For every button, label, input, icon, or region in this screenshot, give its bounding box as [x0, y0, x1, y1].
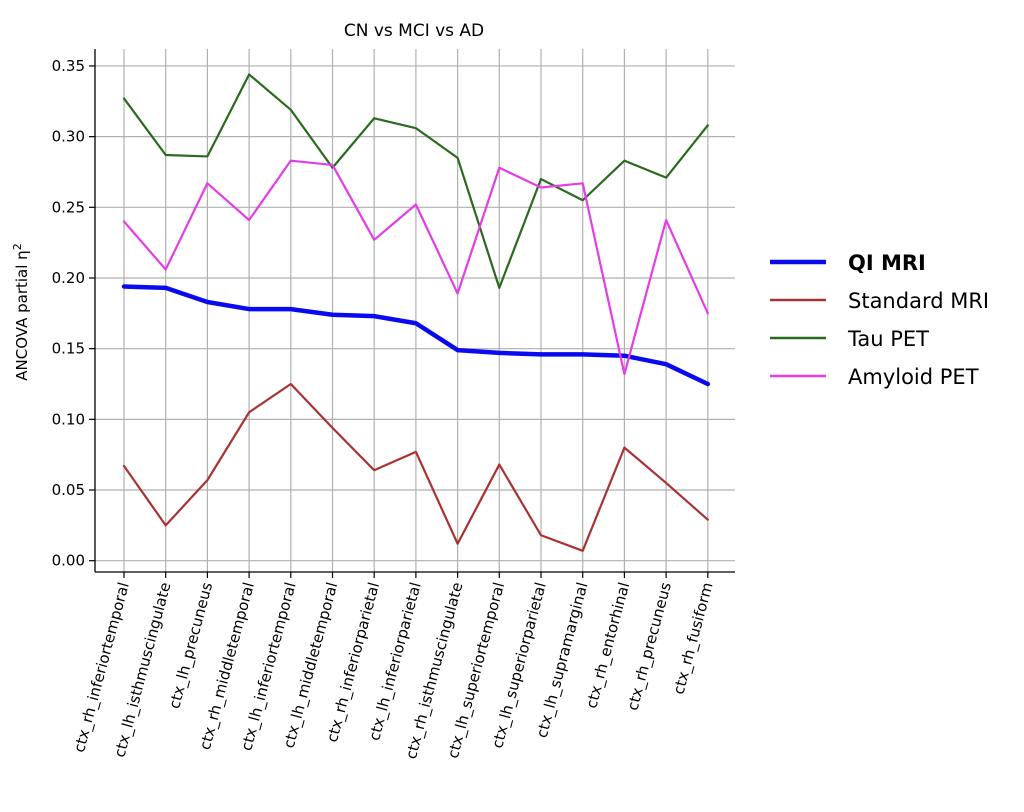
x-axis: ctx_rh_inferiortemporalctx_lh_isthmuscin… — [70, 572, 718, 761]
chart-title: CN vs MCI vs AD — [344, 21, 484, 41]
legend-label: Amyloid PET — [848, 365, 979, 389]
x-tick-label: ctx_rh_entorhinal — [582, 580, 634, 710]
y-tick-label: 0.00 — [52, 552, 85, 570]
x-tick-label: ctx_rh_precuneus — [623, 580, 676, 712]
y-axis: 0.00 0.05 0.10 0.15 0.20 0.25 0.30 0.35 — [52, 57, 95, 570]
y-axis-label: ANCOVA partial η2 — [11, 243, 31, 380]
series-group — [121, 73, 711, 552]
series-line-standard-mri — [122, 382, 709, 552]
y-tick-label: 0.30 — [52, 128, 85, 146]
series-line-qi-mri — [121, 284, 711, 387]
y-tick-label: 0.25 — [52, 198, 85, 216]
series-line-tau-pet — [122, 73, 709, 289]
legend-label: Standard MRI — [848, 289, 989, 313]
series-line-amyloid-pet — [122, 159, 709, 376]
legend-label: Tau PET — [847, 327, 929, 351]
x-tick-label: ctx_lh_precuneus — [165, 580, 217, 711]
y-tick-label: 0.15 — [52, 340, 85, 358]
y-tick-label: 0.05 — [52, 481, 85, 499]
y-tick-label: 0.10 — [52, 410, 85, 428]
y-axis-label-superscript: 2 — [11, 243, 24, 250]
y-axis-label-text: ANCOVA partial η — [13, 250, 31, 380]
y-tick-label: 0.20 — [52, 269, 85, 287]
axes-spines — [94, 49, 735, 573]
legend-label: QI MRI — [848, 251, 926, 275]
x-tick-label: ctx_rh_fusiform — [669, 580, 717, 696]
legend: QI MRI Standard MRI Tau PET Amyloid PET — [770, 251, 989, 389]
y-tick-label: 0.35 — [52, 57, 85, 75]
